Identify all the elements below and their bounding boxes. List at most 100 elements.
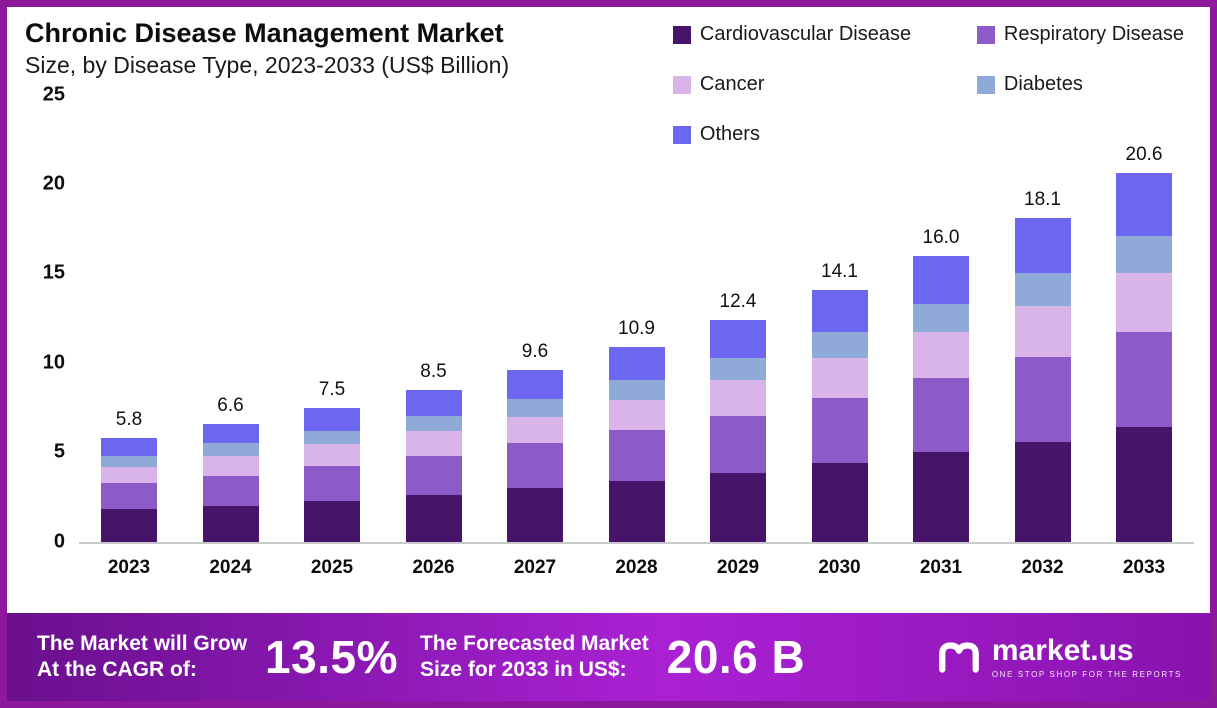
bar-stack bbox=[507, 370, 563, 542]
bar-segment bbox=[304, 407, 360, 431]
marketus-logo-icon bbox=[938, 642, 979, 673]
bar-segment bbox=[1116, 173, 1172, 236]
chart-title: Chronic Disease Management Market bbox=[25, 18, 504, 48]
bar-group: 8.5 bbox=[405, 360, 462, 542]
bar-total-label: 10.9 bbox=[618, 317, 655, 339]
legend-swatch-icon bbox=[672, 75, 691, 94]
bar-segment bbox=[1014, 218, 1071, 274]
bar-group: 9.6 bbox=[507, 341, 563, 542]
bar-segment bbox=[202, 423, 259, 444]
bar-total-label: 14.1 bbox=[821, 260, 858, 282]
plot-area: 5.8 6.6 7.5 8.5 9.6 10.9 12.4 14.1 16.0 18.1 20.6 … bbox=[79, 95, 1194, 579]
legend-item: Others bbox=[672, 123, 973, 146]
bar-stack bbox=[101, 437, 157, 542]
bar-stack bbox=[304, 407, 360, 542]
cagr-value: 13.5% bbox=[265, 631, 398, 683]
bar-segment bbox=[1014, 357, 1071, 442]
forecast-label-line2: Size for 2033 in US$: bbox=[419, 658, 627, 681]
x-tick-label: 2025 bbox=[310, 556, 354, 578]
x-tick-label: 2024 bbox=[209, 556, 252, 578]
bar-segment bbox=[405, 430, 462, 456]
x-tick-label: 2027 bbox=[513, 556, 557, 578]
bar-stack bbox=[405, 389, 462, 542]
bar-total-label: 5.8 bbox=[115, 408, 143, 430]
bar-segment bbox=[507, 488, 563, 542]
bar-total-label: 12.4 bbox=[719, 290, 757, 312]
bar-segment bbox=[608, 480, 665, 542]
forecast-value: 20.6 B bbox=[666, 631, 806, 683]
footer-banner: The Market will Grow At the CAGR of: 13.… bbox=[7, 613, 1210, 701]
bar-total-label: 16.0 bbox=[922, 226, 960, 248]
bar-segment bbox=[1014, 273, 1071, 306]
bar-stack bbox=[1116, 173, 1172, 542]
bars-region: 5.8 6.6 7.5 8.5 9.6 10.9 12.4 14.1 16.0 18.1 20.6 bbox=[79, 95, 1194, 544]
brand-block: market.us ONE STOP SHOP FOR THE REPORTS bbox=[936, 634, 1182, 680]
bar-group: 16.0 bbox=[913, 227, 969, 542]
legend-item: Diabetes bbox=[976, 73, 1184, 96]
forecast-label-line1: The Forecasted Market bbox=[419, 631, 649, 655]
bar-segment bbox=[304, 430, 360, 445]
bar-segment bbox=[913, 378, 969, 453]
x-tick-label: 2033 bbox=[1122, 556, 1166, 578]
bar-segment bbox=[608, 429, 665, 481]
bar-segment bbox=[1014, 305, 1071, 358]
bar-total-label: 9.6 bbox=[521, 341, 549, 363]
chart-subtitle: Size, by Disease Type, 2023-2033 (US$ Bi… bbox=[25, 51, 510, 78]
bar-segment bbox=[304, 444, 360, 466]
y-tick-label: 5 bbox=[53, 440, 65, 463]
bar-segment bbox=[101, 437, 157, 456]
bar-total-label: 8.5 bbox=[420, 360, 447, 382]
bar-segment bbox=[710, 357, 766, 380]
bar-segment bbox=[811, 332, 868, 358]
legend-label: Respiratory Disease bbox=[1003, 23, 1184, 45]
y-tick-label: 10 bbox=[42, 351, 65, 374]
bar-group: 18.1 bbox=[1014, 189, 1071, 542]
bar-segment bbox=[913, 303, 969, 333]
x-tick-label: 2026 bbox=[412, 556, 455, 578]
legend-item: Respiratory Disease bbox=[976, 23, 1184, 46]
brand-name: market.us bbox=[991, 634, 1134, 668]
y-axis: 0 5 10 15 20 25 bbox=[21, 83, 79, 552]
bar-group: 10.9 bbox=[608, 317, 665, 542]
bar-segment bbox=[101, 466, 157, 483]
legend-label: Diabetes bbox=[1003, 73, 1083, 95]
bar-segment bbox=[304, 500, 360, 542]
bar-segment bbox=[811, 462, 868, 542]
bar-segment bbox=[913, 452, 969, 542]
bar-group: 14.1 bbox=[811, 260, 868, 542]
bar-segment bbox=[202, 443, 259, 456]
brand-tagline: ONE STOP SHOP FOR THE REPORTS bbox=[991, 669, 1182, 679]
bar-segment bbox=[1116, 427, 1172, 542]
bar-segment bbox=[405, 415, 462, 431]
cagr-label: The Market will Grow At the CAGR of: bbox=[37, 631, 247, 684]
bar-segment bbox=[608, 379, 665, 400]
bar-stack bbox=[608, 346, 665, 542]
legend-label: Cancer bbox=[699, 73, 765, 95]
bar-segment bbox=[202, 475, 259, 506]
bar-segment bbox=[507, 370, 563, 399]
brand-text: market.us ONE STOP SHOP FOR THE REPORTS bbox=[992, 635, 1182, 679]
bar-segment bbox=[202, 505, 259, 542]
legend-swatch-icon bbox=[672, 125, 691, 144]
bar-segment bbox=[710, 472, 766, 542]
bar-segment bbox=[507, 443, 563, 489]
legend: Cardiovascular Disease Respiratory Diseas… bbox=[672, 23, 1184, 146]
bar-segment bbox=[101, 509, 157, 542]
bar-segment bbox=[710, 319, 766, 358]
bar-group: 12.4 bbox=[710, 291, 766, 542]
bar-group: 5.8 bbox=[101, 409, 157, 542]
legend-label: Cardiovascular Disease bbox=[699, 23, 912, 45]
bar-segment bbox=[1116, 272, 1172, 332]
x-tick-label: 2023 bbox=[107, 556, 151, 578]
x-axis-labels: 2023 2024 2025 2026 2027 2028 2029 2030 2031 2032… bbox=[79, 544, 1194, 579]
bar-segment bbox=[811, 289, 868, 333]
bar-total-label: 18.1 bbox=[1024, 189, 1061, 211]
bar-segment bbox=[507, 398, 563, 417]
bar-segment bbox=[1116, 331, 1172, 428]
chart-panel: Chronic Disease Management Market Size, … bbox=[7, 7, 1210, 613]
legend-swatch-icon bbox=[976, 25, 995, 44]
bar-segment bbox=[811, 397, 868, 463]
x-tick-label: 2032 bbox=[1021, 556, 1064, 578]
bar-segment bbox=[913, 332, 969, 379]
bar-group: 6.6 bbox=[202, 395, 259, 542]
